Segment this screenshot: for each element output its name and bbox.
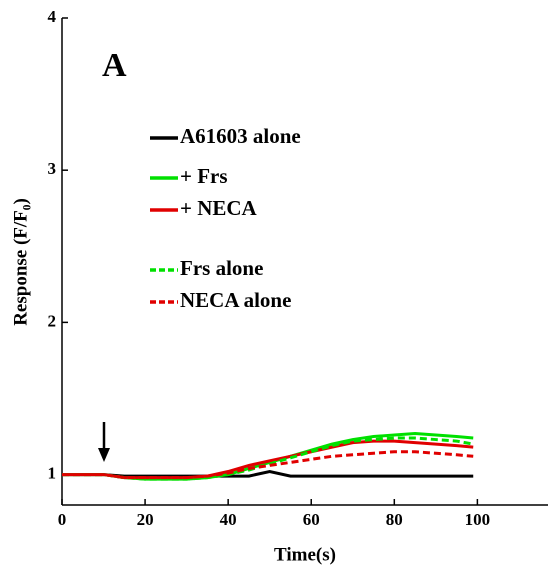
y-tick-label: 4 [48,7,57,26]
x-tick-label: 20 [137,510,154,529]
legend-label: Frs alone [180,256,263,280]
panel-label: A [102,47,127,84]
stimulus-arrow [98,422,110,462]
series-line [62,469,474,478]
series-line [62,450,474,480]
legend-label: A61603 alone [180,124,301,148]
x-tick-label: 100 [465,510,491,529]
x-tick-label: 0 [58,510,67,529]
y-tick-label: 3 [48,159,57,178]
y-axis-label: Response (F/F₀) [10,198,31,326]
x-tick-label: 60 [303,510,320,529]
legend-label: + NECA [180,196,258,220]
y-tick-label: 1 [48,463,57,482]
x-tick-label: 40 [220,510,237,529]
legend-label: NECA alone [180,288,291,312]
x-tick-label: 80 [386,510,403,529]
y-tick-label: 2 [48,311,57,330]
x-axis-label: Time(s) [274,544,336,565]
legend-label: + Frs [180,164,228,188]
